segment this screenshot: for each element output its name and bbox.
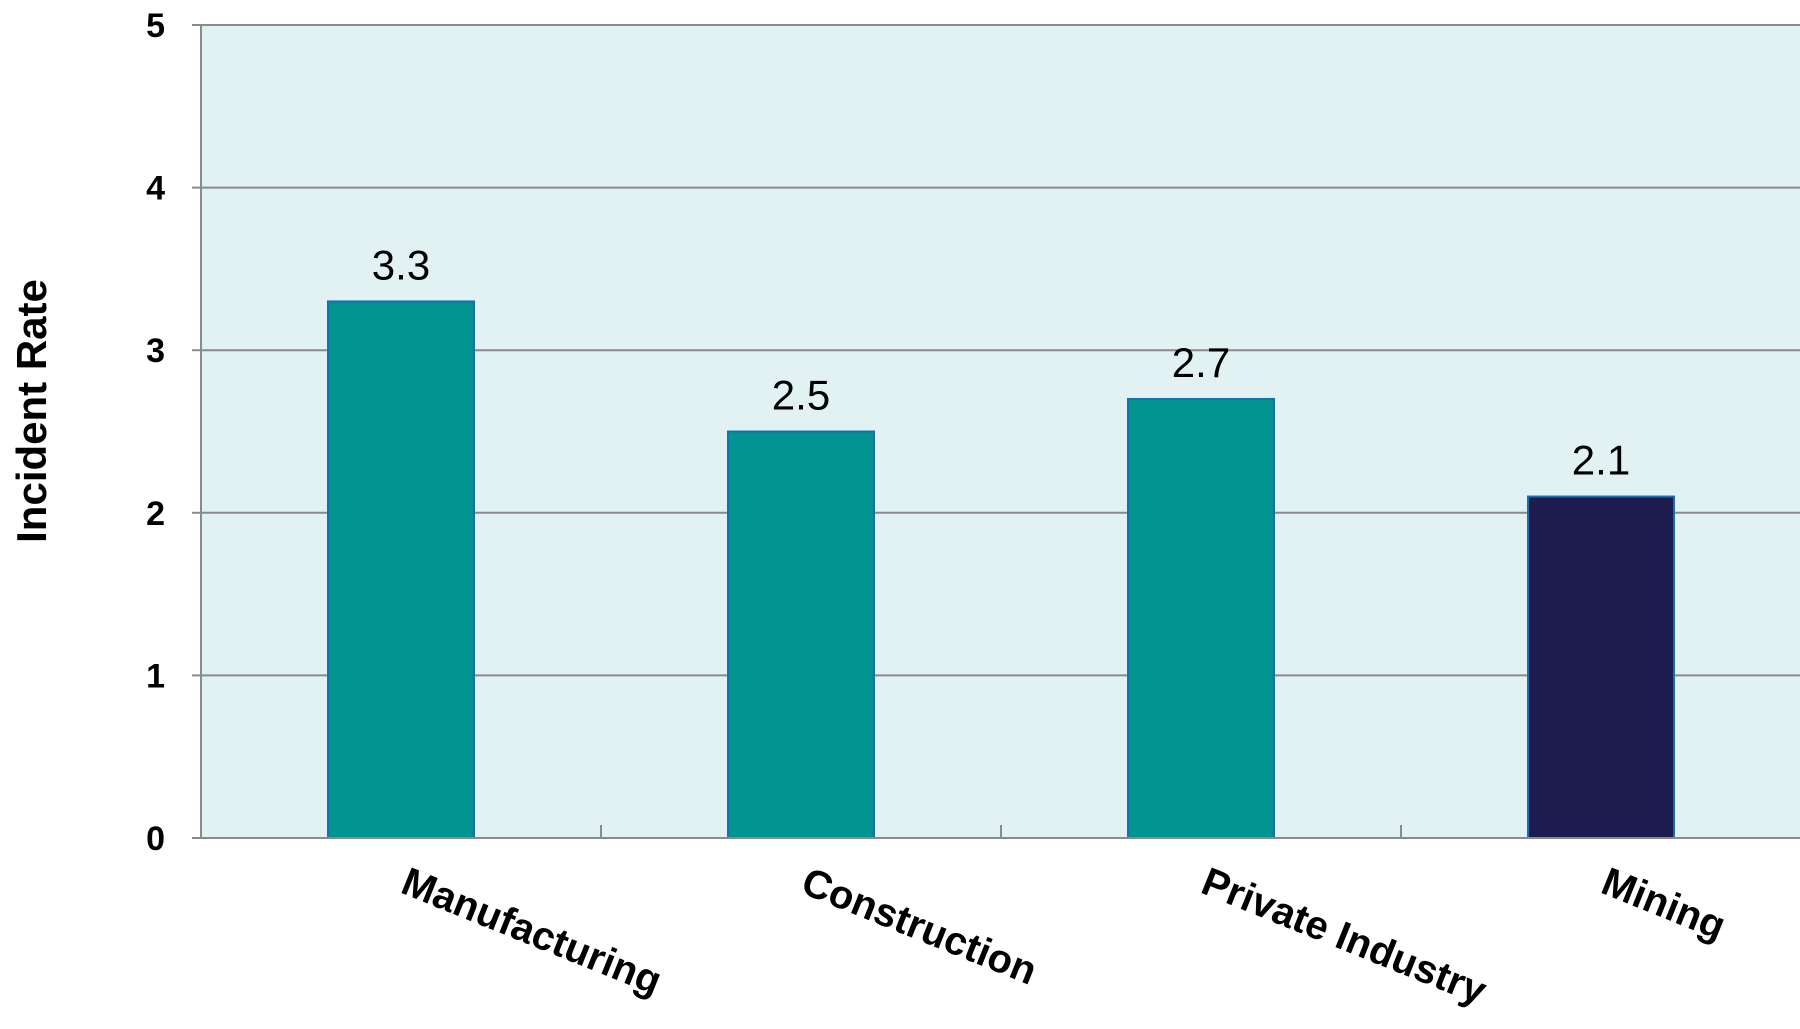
value-label: 2.5 <box>772 372 830 419</box>
bar <box>1527 495 1675 839</box>
axes <box>192 24 1800 839</box>
bar <box>1127 397 1275 839</box>
value-labels: 3.3 2.5 2.7 2.1 <box>372 241 1630 483</box>
category-label: Construction <box>796 860 1043 994</box>
category-labels: Manufacturing Construction Private Industr… <box>396 860 1732 1014</box>
y-tick-label: 3 <box>146 332 165 370</box>
value-label: 3.3 <box>372 241 430 288</box>
value-label: 2.1 <box>1572 437 1630 484</box>
y-tick-label: 5 <box>146 7 165 45</box>
y-axis-title: Incident Rate <box>8 279 55 543</box>
category-label: Mining <box>1596 860 1732 949</box>
category-label: Private Industry <box>1196 860 1493 1014</box>
value-label: 2.7 <box>1172 339 1230 386</box>
y-tick-labels: 0 1 2 3 4 5 <box>146 7 165 858</box>
y-tick-label: 2 <box>146 495 165 533</box>
y-tick-label: 0 <box>146 820 165 858</box>
category-label: Manufacturing <box>396 860 668 1004</box>
bar <box>727 430 875 839</box>
y-tick-label: 4 <box>146 170 165 208</box>
bars <box>327 300 1675 840</box>
bar <box>327 300 475 840</box>
y-tick-label: 1 <box>146 657 165 695</box>
